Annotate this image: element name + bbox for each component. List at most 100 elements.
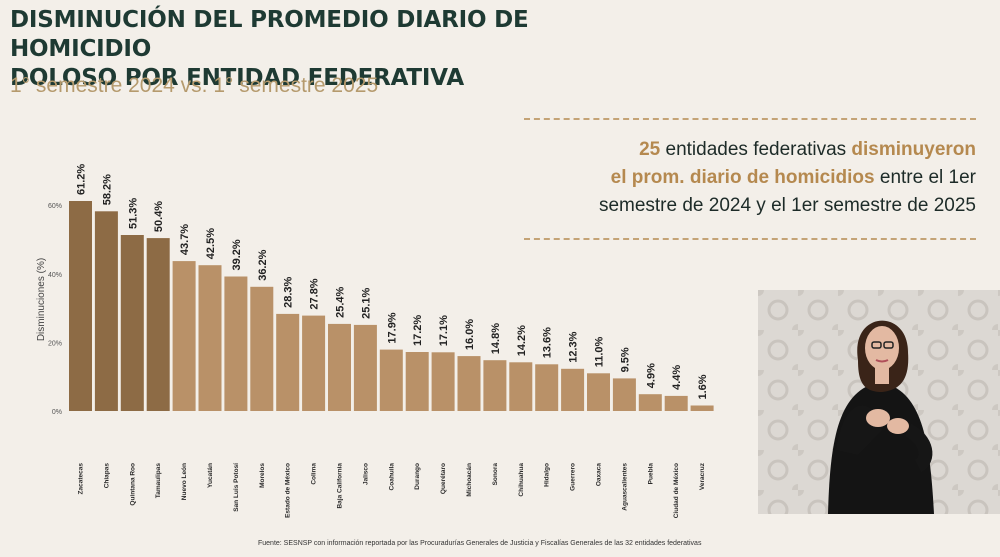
bar: [509, 362, 533, 411]
data-label: 58.2%: [101, 174, 113, 205]
bar: [561, 368, 585, 411]
slide-subtitle: 1° semestre 2024 vs. 1° semestre 2025: [10, 74, 379, 97]
data-label: 17.1%: [438, 315, 450, 346]
data-label: 4.9%: [645, 363, 657, 388]
interpreter-image: [758, 290, 1000, 514]
x-tick-label: Veracruz: [699, 462, 706, 490]
bar-chart: Disminuciones (%) 0% 20% 40% 60% 61.2% Zacatec…: [36, 164, 714, 518]
callout-line-1: 25 entidades federativas disminuyeron: [524, 136, 976, 164]
bar: [457, 356, 481, 411]
callout-text-2: entre el 1er: [874, 167, 976, 188]
x-tick-label: Yucatán: [207, 463, 214, 488]
data-label: 43.7%: [179, 224, 191, 255]
bar: [120, 235, 144, 411]
callout-divider-top: [524, 118, 976, 120]
y-tick-label: 60%: [48, 203, 62, 210]
bar: [431, 352, 455, 411]
x-tick-label: San Luis Potosí: [233, 463, 240, 512]
x-tick-label: Guerrero: [570, 463, 577, 491]
x-tick-label: Aguascalientes: [621, 463, 628, 511]
bar: [353, 324, 377, 411]
bar: [146, 238, 170, 411]
data-label: 1.6%: [697, 374, 709, 399]
data-label: 51.3%: [127, 198, 139, 229]
bar: [302, 315, 326, 411]
bar: [198, 265, 222, 411]
data-label: 25.4%: [335, 286, 347, 317]
bar: [483, 360, 507, 411]
x-tick-label: Chihuahua: [518, 463, 525, 497]
data-label: 13.6%: [542, 327, 554, 358]
bar: [638, 394, 662, 411]
callout-highlight-2: el prom. diario de homicidios: [610, 167, 875, 188]
callout-line-3: semestre de 2024 y el 1er semestre de 20…: [598, 195, 976, 216]
callout-text: 25 entidades federativas disminuyeron el…: [524, 136, 976, 220]
x-tick-label: Chiapas: [103, 463, 110, 489]
bar: [328, 323, 351, 411]
source-note: Fuente: SESNSP con información reportada…: [258, 540, 702, 547]
callout-line-2: el prom. diario de homicidios entre el 1…: [524, 164, 976, 192]
y-tick-label: 40%: [48, 272, 62, 279]
data-label: 11.0%: [594, 336, 606, 367]
data-label: 14.8%: [490, 323, 502, 354]
slide-title: DISMINUCIÓN DEL PROMEDIO DIARIO DE HOMIC…: [10, 6, 570, 93]
x-tick-label: Morelos: [259, 463, 266, 488]
bar: [379, 349, 403, 411]
x-tick-label: Querétaro: [440, 463, 447, 494]
x-tick-label: Oaxaca: [596, 463, 603, 487]
x-tick-label: Baja California: [337, 463, 344, 509]
title-line-2: DOLOSO POR ENTIDAD FEDERATIVA: [10, 65, 464, 91]
x-tick-label: Hidalgo: [544, 463, 551, 487]
x-tick-label: Jalisco: [362, 463, 369, 485]
callout-divider-bottom: [524, 238, 976, 240]
x-tick-label: Nuevo León: [181, 463, 188, 500]
x-tick-label: Ciudad de México: [673, 463, 680, 518]
bar: [664, 395, 688, 411]
bar: [405, 352, 429, 411]
x-tick-label: Quintana Roo: [129, 463, 136, 506]
bar: [690, 405, 714, 411]
bar: [587, 373, 610, 411]
data-label: 36.2%: [257, 249, 269, 280]
data-label: 27.8%: [309, 278, 321, 309]
data-label: 16.0%: [464, 319, 476, 350]
y-tick-label: 20%: [48, 340, 62, 347]
x-tick-label: Durango: [414, 463, 421, 490]
summary-callout: 25 entidades federativas disminuyeron el…: [524, 118, 976, 242]
data-label: 61.2%: [76, 164, 88, 195]
data-label: 50.4%: [153, 201, 165, 232]
data-label: 17.2%: [412, 315, 424, 346]
x-tick-label: Puebla: [647, 463, 654, 485]
bar: [276, 313, 300, 411]
bar: [94, 211, 118, 411]
data-label: 12.3%: [568, 331, 580, 362]
bar: [250, 286, 274, 411]
title-line-1: DISMINUCIÓN DEL PROMEDIO DIARIO DE HOMIC…: [10, 7, 529, 62]
data-label: 42.5%: [205, 228, 217, 259]
bar: [612, 378, 636, 411]
callout-highlight-1: disminuyeron: [851, 139, 976, 160]
x-tick-label: Sonora: [492, 463, 499, 486]
bar: [69, 201, 92, 411]
data-label: 9.5%: [619, 347, 631, 372]
x-tick-label: Michoacán: [466, 463, 473, 497]
callout-text-1: entidades federativas: [660, 139, 852, 160]
data-label: 14.2%: [516, 325, 528, 356]
bar: [172, 261, 196, 411]
data-label: 28.3%: [283, 276, 295, 307]
x-tick-label: Estado de México: [285, 463, 292, 518]
bar: [224, 276, 248, 411]
data-label: 4.4%: [671, 365, 683, 390]
y-tick-label: 0%: [52, 409, 62, 416]
x-tick-label: Tamaulipas: [155, 463, 162, 499]
x-tick-label: Coahuila: [388, 463, 395, 491]
x-tick-label: Colima: [311, 463, 318, 485]
bar: [535, 364, 559, 411]
data-label: 25.1%: [360, 287, 372, 318]
y-axis-label: Disminuciones (%): [36, 258, 47, 341]
data-label: 17.9%: [386, 312, 398, 343]
x-tick-label: Zacatecas: [78, 463, 85, 495]
sign-language-interpreter-video: [758, 290, 1000, 514]
callout-count: 25: [639, 139, 661, 160]
data-label: 39.2%: [231, 239, 243, 270]
